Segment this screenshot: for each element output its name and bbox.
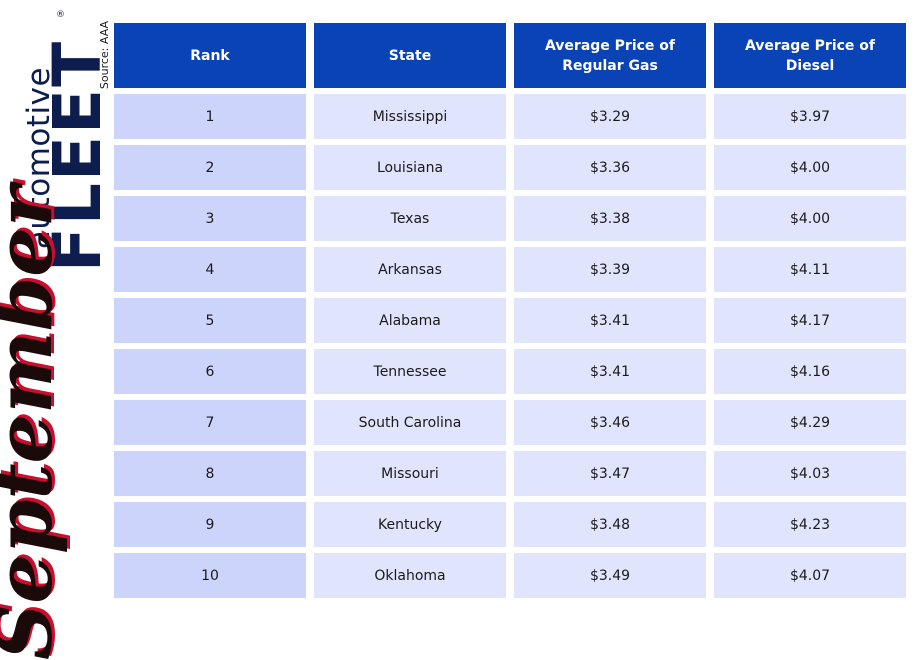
table-cell-rank: 4 xyxy=(114,247,306,292)
table-cell-state: Kentucky xyxy=(314,502,506,547)
table-cell-rank: 3 xyxy=(114,196,306,241)
registered-mark: ® xyxy=(56,10,65,20)
table-cell-regular-gas: $3.36 xyxy=(514,145,706,190)
table-cell-regular-gas: $3.39 xyxy=(514,247,706,292)
table-cell-diesel: $4.00 xyxy=(714,196,906,241)
table-cell-state: Alabama xyxy=(314,298,506,343)
column-header-rank: Rank xyxy=(114,23,306,88)
table-cell-diesel: $3.97 xyxy=(714,94,906,139)
table-cell-diesel: $4.07 xyxy=(714,553,906,598)
table-cell-diesel: $4.17 xyxy=(714,298,906,343)
month-title: September xyxy=(0,186,70,660)
table-cell-regular-gas: $3.49 xyxy=(514,553,706,598)
table-cell-regular-gas: $3.41 xyxy=(514,349,706,394)
gas-price-table: Rank State Average Price of Regular Gas Ave… xyxy=(114,23,906,598)
table-cell-rank: 8 xyxy=(114,451,306,496)
table-cell-rank: 2 xyxy=(114,145,306,190)
table-cell-regular-gas: $3.46 xyxy=(514,400,706,445)
table-cell-rank: 6 xyxy=(114,349,306,394)
table-cell-state: Mississippi xyxy=(314,94,506,139)
column-header-regular-gas: Average Price of Regular Gas xyxy=(514,23,706,88)
column-header-state: State xyxy=(314,23,506,88)
table-cell-state: South Carolina xyxy=(314,400,506,445)
table-cell-rank: 7 xyxy=(114,400,306,445)
table-cell-state: Tennessee xyxy=(314,349,506,394)
table-cell-rank: 10 xyxy=(114,553,306,598)
table-cell-diesel: $4.23 xyxy=(714,502,906,547)
table-cell-diesel: $4.00 xyxy=(714,145,906,190)
table-cell-regular-gas: $3.48 xyxy=(514,502,706,547)
table-cell-diesel: $4.29 xyxy=(714,400,906,445)
table-cell-regular-gas: $3.29 xyxy=(514,94,706,139)
table-cell-diesel: $4.16 xyxy=(714,349,906,394)
table-cell-state: Arkansas xyxy=(314,247,506,292)
table-cell-diesel: $4.11 xyxy=(714,247,906,292)
column-header-diesel: Average Price of Diesel xyxy=(714,23,906,88)
table-cell-state: Texas xyxy=(314,196,506,241)
table-cell-state: Oklahoma xyxy=(314,553,506,598)
table-cell-rank: 1 xyxy=(114,94,306,139)
sidebar: Source: AAA ® automotive FLEET September xyxy=(0,0,116,660)
table-cell-state: Missouri xyxy=(314,451,506,496)
table-cell-rank: 5 xyxy=(114,298,306,343)
table-cell-regular-gas: $3.41 xyxy=(514,298,706,343)
table-cell-rank: 9 xyxy=(114,502,306,547)
table-cell-state: Louisiana xyxy=(314,145,506,190)
table-cell-regular-gas: $3.47 xyxy=(514,451,706,496)
table-cell-diesel: $4.03 xyxy=(714,451,906,496)
table-cell-regular-gas: $3.38 xyxy=(514,196,706,241)
